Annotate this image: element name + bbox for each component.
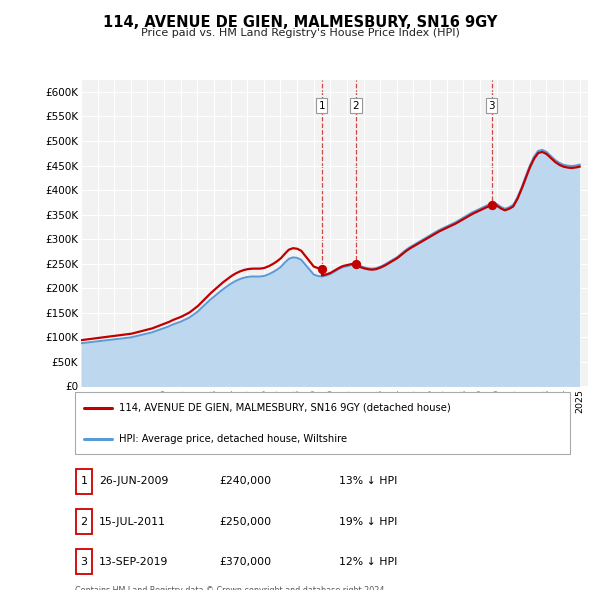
Text: 114, AVENUE DE GIEN, MALMESBURY, SN16 9GY: 114, AVENUE DE GIEN, MALMESBURY, SN16 9G… — [103, 15, 497, 30]
Text: 3: 3 — [488, 101, 495, 111]
Text: Contains HM Land Registry data © Crown copyright and database right 2024.: Contains HM Land Registry data © Crown c… — [75, 586, 387, 590]
Point — [317, 264, 326, 273]
Text: 12% ↓ HPI: 12% ↓ HPI — [339, 557, 397, 566]
Text: Price paid vs. HM Land Registry's House Price Index (HPI): Price paid vs. HM Land Registry's House … — [140, 28, 460, 38]
Text: 15-JUL-2011: 15-JUL-2011 — [99, 517, 166, 526]
Text: £370,000: £370,000 — [219, 557, 271, 566]
Text: 114, AVENUE DE GIEN, MALMESBURY, SN16 9GY (detached house): 114, AVENUE DE GIEN, MALMESBURY, SN16 9G… — [119, 403, 451, 413]
Text: 2: 2 — [353, 101, 359, 111]
Text: £250,000: £250,000 — [219, 517, 271, 526]
Text: 3: 3 — [80, 557, 88, 566]
Text: 26-JUN-2009: 26-JUN-2009 — [99, 477, 169, 486]
Text: 2: 2 — [80, 517, 88, 526]
Point — [487, 200, 497, 209]
Text: 1: 1 — [80, 477, 88, 486]
Text: HPI: Average price, detached house, Wiltshire: HPI: Average price, detached house, Wilt… — [119, 434, 347, 444]
Point — [351, 259, 361, 268]
Text: £240,000: £240,000 — [219, 477, 271, 486]
Text: 13% ↓ HPI: 13% ↓ HPI — [339, 477, 397, 486]
Text: 19% ↓ HPI: 19% ↓ HPI — [339, 517, 397, 526]
Text: 1: 1 — [319, 101, 325, 111]
Text: 13-SEP-2019: 13-SEP-2019 — [99, 557, 169, 566]
